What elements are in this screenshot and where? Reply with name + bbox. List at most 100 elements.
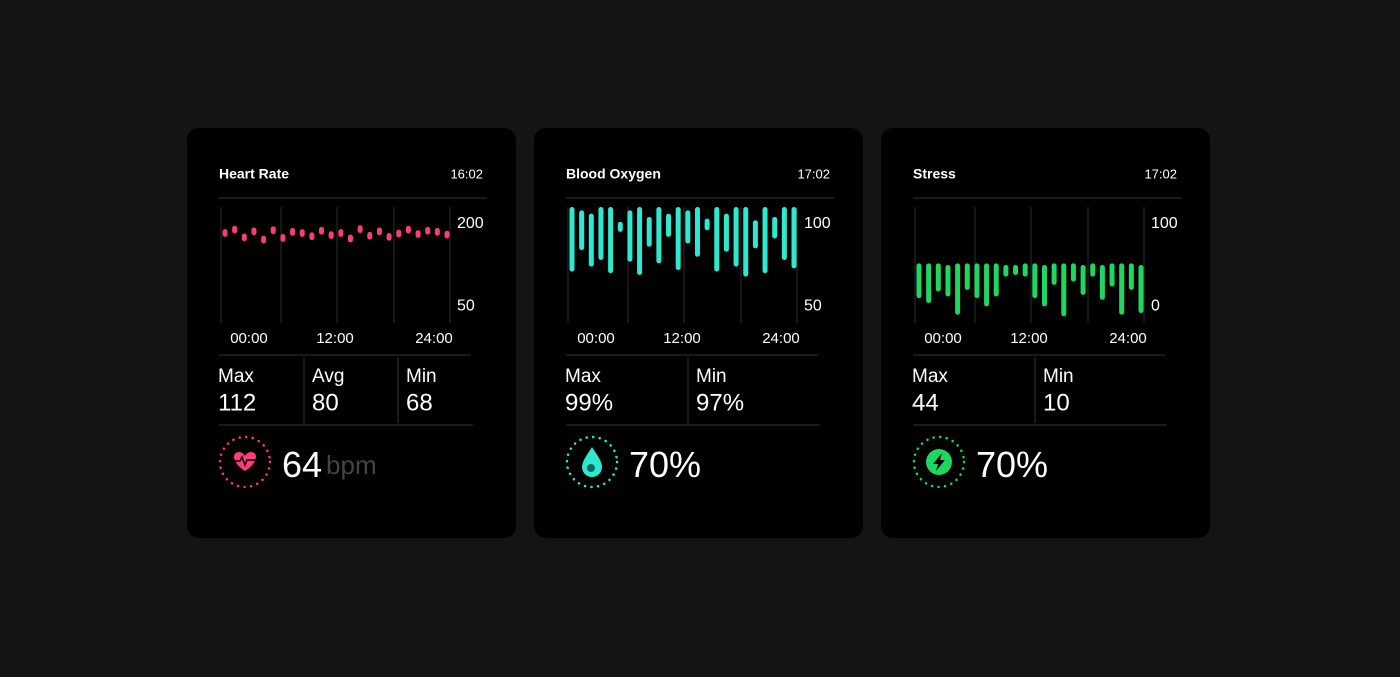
range-bar [656,207,662,264]
range-bar [675,207,681,270]
stat-label: Avg [312,366,344,387]
range-bar [425,226,431,235]
card-bg [187,128,516,538]
stat-label: Min [406,366,437,387]
x-tick-label: 24:00 [1109,330,1147,347]
stat-value: 68 [406,389,433,416]
range-bar [926,263,932,304]
range-bar [1032,263,1038,299]
range-bar [723,213,729,252]
range-bar [704,218,710,231]
range-bar [781,207,787,261]
y-tick-label: 50 [804,298,822,315]
range-bar [666,213,672,237]
range-bar [945,265,951,297]
card-title: Heart Rate [219,166,289,182]
range-bar [1051,263,1057,285]
range-bar [290,227,296,236]
stat-label: Min [1043,366,1074,387]
range-bar [357,225,363,233]
x-tick-label: 12:00 [316,330,354,347]
dotted-ring [218,435,272,489]
stat-value: 44 [912,389,939,416]
range-bar [791,207,797,269]
range-bar [637,207,643,275]
range-bar [598,207,604,261]
reading-icon [218,435,272,489]
range-bar [1119,263,1125,315]
range-bar [569,207,575,272]
range-bar [627,210,633,262]
bolt-icon [933,453,945,471]
range-bar [1070,263,1076,282]
heart-icon [234,452,256,471]
card: Heart Rate 16:02 200 50 00:00 12:00 24:00 Max11… [187,128,516,538]
card-time: 16:02 [450,166,483,181]
x-tick-label: 12:00 [663,330,701,347]
range-bar [309,232,315,241]
reading-value: 70% [629,444,701,485]
reading: 64 bpm [282,444,377,485]
range-bar [376,227,382,236]
range-bar [993,263,999,297]
range-bar [1128,263,1134,290]
range-bar [299,229,305,237]
card-title: Blood Oxygen [566,166,661,182]
range-bar [319,226,325,235]
y-tick-label: 200 [457,215,484,232]
range-bar [270,226,276,235]
range-bar [685,210,691,244]
range-bar [935,263,941,292]
range-bar [772,216,778,239]
range-bar [588,213,594,267]
stat-label: Max [565,366,601,387]
y-tick-label: 50 [457,298,475,315]
range-bar [1041,265,1047,307]
card-bg [534,128,863,538]
range-bar [434,227,440,236]
range-bar [280,234,286,242]
range-bar [241,233,247,242]
range-bar [415,230,421,238]
range-bar [984,263,990,307]
range-bar [752,220,758,249]
range-bar [762,207,768,274]
range-bar [396,229,402,238]
range-bar [1109,263,1115,287]
range-bar [405,225,411,234]
range-bar [1022,263,1028,277]
range-bar [964,263,970,290]
reading: 70% [976,444,1048,485]
reading-icon [565,435,619,489]
range-bar [1138,265,1144,314]
stat-value: 97% [696,389,744,416]
x-tick-label: 24:00 [762,330,800,347]
range-bar [617,221,623,232]
range-bar [608,207,614,274]
x-tick-label: 00:00 [230,330,268,347]
range-bar [261,235,267,244]
range-bar [694,207,700,257]
range-bar [386,232,392,241]
range-bar [1061,263,1067,317]
reading-value: 70% [976,444,1048,485]
range-bar [955,263,961,315]
range-bar [916,263,922,299]
range-bar [1003,265,1009,277]
range-bar [646,216,652,247]
range-bar [1080,265,1086,295]
range-bar [733,207,739,267]
card: Blood Oxygen 17:02 100 50 00:00 12:00 24:00 Max… [534,128,863,538]
card-title: Stress [913,166,956,182]
range-bar [222,229,228,237]
range-bar [1013,265,1019,275]
x-tick-label: 00:00 [577,330,615,347]
y-tick-label: 0 [1151,298,1160,315]
stat-value: 80 [312,389,339,416]
stat-label: Max [218,366,254,387]
dotted-ring [912,435,966,489]
stat-value: 99% [565,389,613,416]
x-tick-label: 00:00 [924,330,962,347]
reading-value: 64 [282,444,322,485]
